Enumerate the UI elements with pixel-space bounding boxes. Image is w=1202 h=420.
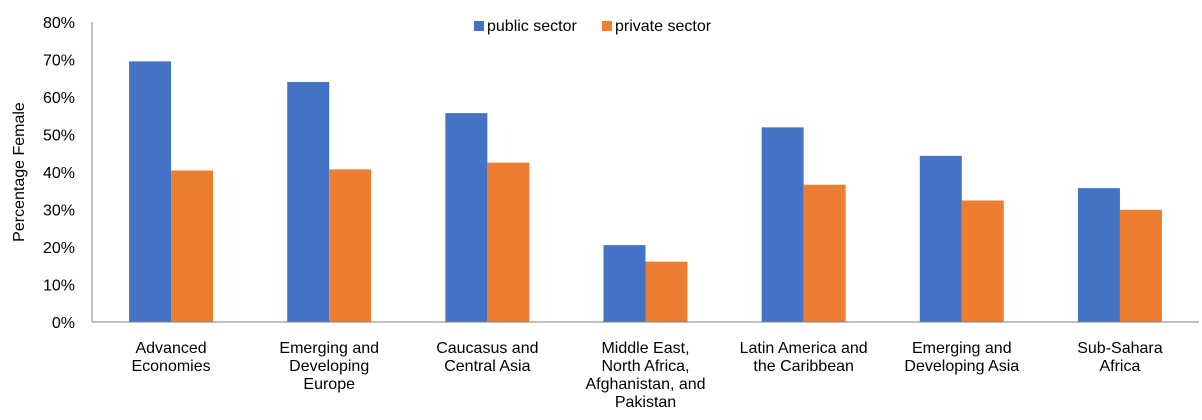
public-sector-bar xyxy=(445,113,488,322)
private-sector-bar xyxy=(329,169,372,322)
y-tick-label: 70% xyxy=(43,53,75,70)
x-tick-label: Middle East, North Africa, Afghanistan, an… xyxy=(585,340,705,411)
private-sector-bar xyxy=(645,261,688,322)
private-sector-bar xyxy=(487,162,530,322)
public-sector-bar xyxy=(761,127,804,322)
public-sector-bar xyxy=(919,155,962,322)
bars xyxy=(129,61,1162,322)
legend-label-public: public sector xyxy=(487,18,577,35)
legend: public sector private sector xyxy=(474,18,712,35)
private-sector-bar xyxy=(961,200,1004,322)
x-tick-label: Advanced Economies xyxy=(131,340,210,375)
legend-swatch-private xyxy=(602,21,612,31)
public-sector-bar xyxy=(603,245,646,322)
x-tick-label: Caucasus and Central Asia xyxy=(436,340,538,375)
public-sector-bar xyxy=(287,82,330,322)
y-tick-label: 0% xyxy=(52,315,75,332)
public-sector-bar xyxy=(1077,188,1120,322)
y-axis: 0% 10% 20% 30% 40% 50% 60% 70% 80% xyxy=(43,15,93,332)
y-tick-label: 60% xyxy=(43,90,75,107)
x-tick-label: Sub-Sahara Africa xyxy=(1077,340,1162,375)
legend-label-private: private sector xyxy=(615,18,712,35)
y-tick-label: 30% xyxy=(43,203,75,220)
x-axis-labels: Advanced Economies Emerging and Developing E… xyxy=(131,340,1162,411)
y-tick-label: 20% xyxy=(43,240,75,257)
x-tick-label: Emerging and Developing Europe xyxy=(279,340,379,393)
y-tick-label: 10% xyxy=(43,278,75,295)
private-sector-bar xyxy=(1119,209,1162,322)
private-sector-bar xyxy=(803,184,846,322)
public-sector-bar xyxy=(129,61,172,322)
y-tick-label: 40% xyxy=(43,165,75,182)
legend-swatch-public xyxy=(474,21,484,31)
x-tick-label: Emerging and Developing Asia xyxy=(904,340,1019,375)
y-tick-label: 50% xyxy=(43,128,75,145)
private-sector-bar xyxy=(171,170,214,322)
y-tick-label: 80% xyxy=(43,15,75,32)
x-tick-label: Latin America and the Caribbean xyxy=(740,340,868,375)
y-axis-label: Percentage Female xyxy=(11,102,28,242)
